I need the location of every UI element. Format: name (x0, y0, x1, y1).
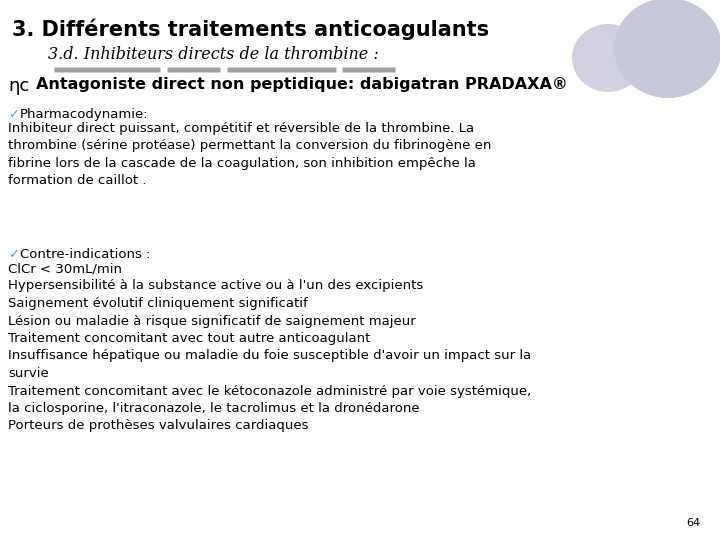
Text: Pharmacodynamie:: Pharmacodynamie: (20, 108, 148, 121)
Text: ηc: ηc (8, 77, 30, 95)
Text: Inhibiteur direct puissant, compétitif et réversible de la thrombine. La
thrombi: Inhibiteur direct puissant, compétitif e… (8, 122, 491, 187)
Text: 3.d. Inhibiteurs directs de la thrombine :: 3.d. Inhibiteurs directs de la thrombine… (48, 46, 379, 63)
FancyBboxPatch shape (343, 68, 395, 72)
Text: 3. Différents traitements anticoagulants: 3. Différents traitements anticoagulants (12, 18, 489, 39)
Text: Antagoniste direct non peptidique: dabigatran PRADAXA®: Antagoniste direct non peptidique: dabig… (36, 77, 568, 92)
FancyBboxPatch shape (55, 68, 161, 72)
FancyBboxPatch shape (228, 68, 336, 72)
Text: 64: 64 (686, 518, 700, 528)
Ellipse shape (572, 24, 644, 92)
Text: ✓: ✓ (8, 248, 19, 261)
FancyBboxPatch shape (168, 68, 220, 72)
Text: Contre-indications :: Contre-indications : (20, 248, 150, 261)
Text: ✓: ✓ (8, 108, 19, 121)
Text: ClCr < 30mL/min
Hypersensibilité à la substance active ou à l'un des excipients
: ClCr < 30mL/min Hypersensibilité à la su… (8, 262, 531, 433)
Ellipse shape (614, 0, 720, 98)
